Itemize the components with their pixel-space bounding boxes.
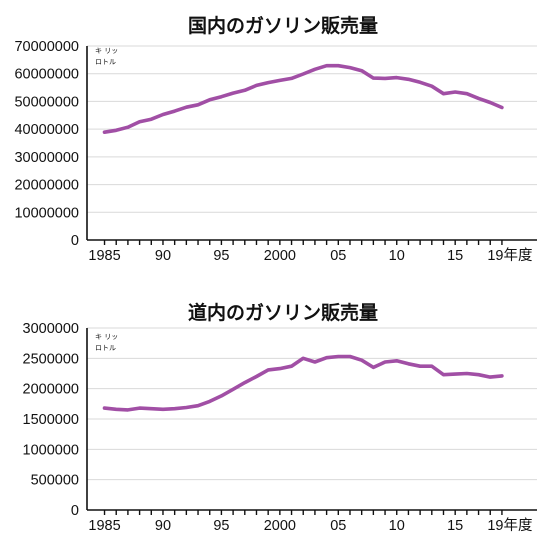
unit-label-line1: キ リッ	[95, 47, 118, 55]
y-tick-label: 500000	[31, 473, 79, 489]
x-tick-label: 19年度	[487, 517, 532, 534]
x-tick-label: 15	[447, 518, 463, 534]
y-tick-label: 2000000	[23, 382, 79, 398]
y-tick-label: 10000000	[14, 205, 79, 221]
series-line	[102, 63, 504, 134]
x-tick-label: 1985	[88, 248, 120, 264]
y-tick-label: 3000000	[23, 321, 79, 337]
x-tick-label: 15	[447, 248, 463, 264]
chart-title: 国内のガソリン販売量	[188, 14, 378, 37]
x-tick-label: 95	[213, 248, 229, 264]
x-tick-label: 10	[389, 248, 405, 264]
unit-label-line1: キ リッ	[95, 333, 118, 341]
y-tick-label: 40000000	[14, 122, 79, 138]
y-tick-label: 1000000	[23, 442, 79, 458]
y-tick-label: 1500000	[23, 412, 79, 428]
y-tick-label: 20000000	[14, 178, 79, 194]
x-tick-label: 10	[389, 518, 405, 534]
x-tick-label: 90	[155, 248, 171, 264]
series-line	[102, 354, 504, 412]
y-tick-label: 0	[71, 233, 79, 249]
y-tick-label: 50000000	[14, 94, 79, 110]
y-tick-label: 60000000	[14, 67, 79, 83]
y-tick-label: 0	[71, 503, 79, 519]
hokkaido-gasoline-chart: 道内のガソリン販売量 キ リッ ロトル 0 500000 1000000 150000…	[23, 301, 537, 534]
unit-label-line2: ロトル	[95, 58, 116, 66]
y-tick-label: 30000000	[14, 150, 79, 166]
x-tick-label: 1985	[88, 518, 120, 534]
x-tick-label: 95	[213, 518, 229, 534]
x-tick-label: 90	[155, 518, 171, 534]
x-tick-label: 19年度	[487, 247, 532, 264]
national-gasoline-chart: 国内のガソリン販売量 キ リッ ロトル 0 10000000 20000000 300…	[14, 14, 537, 264]
x-tick-label: 05	[330, 248, 346, 264]
x-tick-label: 05	[330, 518, 346, 534]
y-tick-label: 70000000	[14, 39, 79, 55]
x-tick-label: 2000	[264, 248, 296, 264]
x-tick-label: 2000	[264, 518, 296, 534]
y-tick-label: 2500000	[23, 351, 79, 367]
unit-label-line2: ロトル	[95, 344, 116, 352]
chart-title: 道内のガソリン販売量	[188, 301, 378, 324]
